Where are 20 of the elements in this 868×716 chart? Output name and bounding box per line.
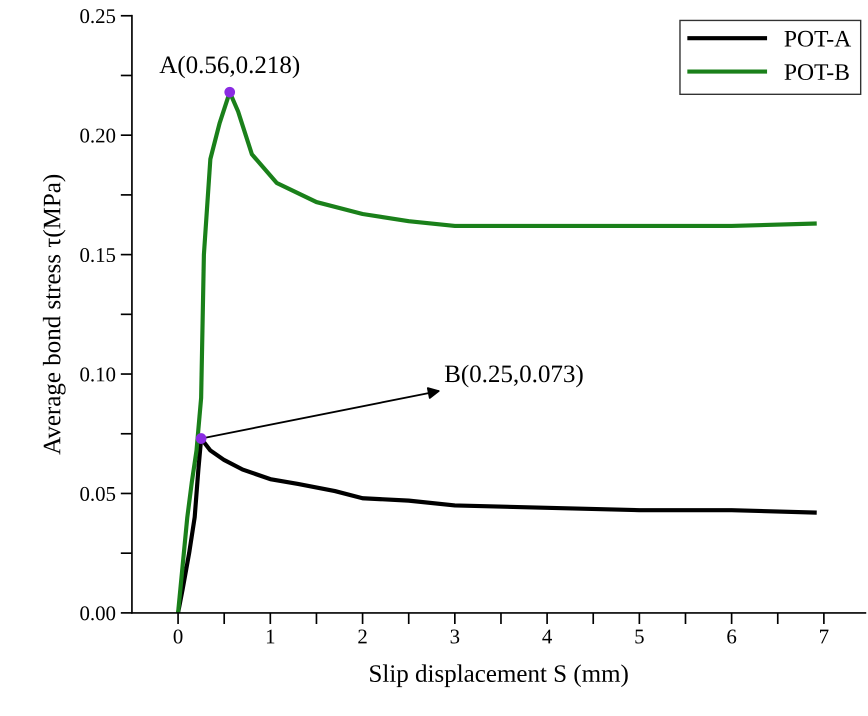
x-tick-label: 2 [358, 630, 367, 644]
legend-label: POT-A [784, 30, 852, 47]
y-tick-label: 0.05 [80, 486, 116, 501]
x-axis-title: Slip displacement S (mm) [370, 664, 628, 688]
x-tick-label: 0 [174, 629, 182, 644]
x-tick-label: 4 [542, 630, 552, 644]
x-tick-label: 3 [450, 630, 460, 644]
y-tick-label: 0.20 [80, 128, 116, 143]
annotation: B(0.25,0.073) [444, 364, 583, 388]
y-tick-label: 0.00 [80, 606, 116, 620]
x-tick-label: 7 [820, 630, 828, 644]
y-axis-title: Average bond stress τ(MPa) [42, 174, 66, 455]
annotation: A(0.56,0.218) [160, 56, 300, 78]
y-tick-label: 0.25 [80, 9, 116, 24]
y-tick-label: 0.15 [80, 248, 116, 262]
x-tick-label: 5 [635, 630, 644, 644]
x-tick-label: 1 [266, 630, 274, 644]
y-tick-label: 0.10 [80, 367, 116, 382]
x-tick-label: 6 [727, 630, 736, 644]
legend-label: POT-B [784, 64, 849, 80]
